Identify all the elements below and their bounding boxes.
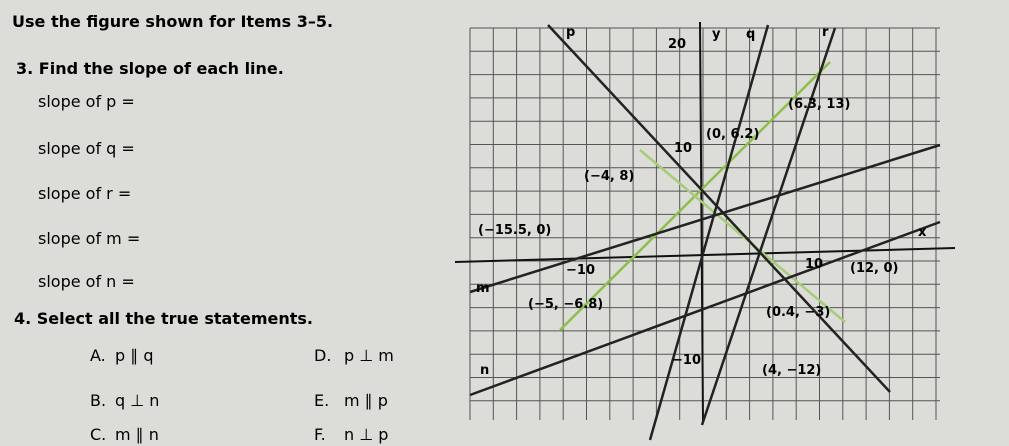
slope-row: slope of p = <box>38 92 135 111</box>
option-text[interactable]: m ∥ p <box>344 391 388 410</box>
option-text[interactable]: q ⊥ n <box>115 391 159 410</box>
point-label: (6.3, 13) <box>788 97 850 112</box>
point-label: (12, 0) <box>850 261 898 276</box>
title: Use the figure shown for Items 3–5. <box>12 12 333 31</box>
line-p <box>547 24 891 393</box>
slope-row: slope of m = <box>38 229 140 248</box>
axis-label: 20 <box>668 37 686 52</box>
axis-label: −10 <box>672 353 701 368</box>
slope-row: slope of n = <box>38 272 135 291</box>
option-text[interactable]: p ∥ q <box>115 346 153 365</box>
option-letter: F. <box>314 425 326 444</box>
point-label: (−4, 8) <box>584 169 634 184</box>
line-label: q <box>746 27 755 42</box>
option-text[interactable]: n ⊥ p <box>344 425 388 444</box>
line-q <box>648 24 770 441</box>
axis-name: x <box>918 225 927 240</box>
option-letter: E. <box>314 391 329 410</box>
option-text[interactable]: m ∥ n <box>115 425 159 444</box>
line-m <box>469 143 941 294</box>
lines <box>469 24 941 441</box>
item3-prompt: 3. Find the slope of each line. <box>16 59 284 78</box>
item4-prompt: 4. Select all the true statements. <box>14 309 313 328</box>
option-letter: C. <box>90 425 106 444</box>
point-label: (−15.5, 0) <box>478 223 551 238</box>
line-label: m <box>476 281 490 296</box>
option-text[interactable]: p ⊥ m <box>344 346 394 365</box>
point-label: (0.4, −3) <box>766 305 830 320</box>
point-label: (0, 6.2) <box>706 127 759 142</box>
line-label: r <box>822 25 829 40</box>
axis-label: −10 <box>566 263 595 278</box>
option-letter: B. <box>90 391 106 410</box>
line-label: p <box>566 25 575 40</box>
axes <box>454 21 956 423</box>
slope-row: slope of q = <box>38 139 135 158</box>
line-label: n <box>480 363 489 378</box>
grid <box>469 27 940 420</box>
point-label: (4, −12) <box>762 363 821 378</box>
green-line <box>639 149 846 323</box>
axis-name: y <box>712 27 721 42</box>
axis-label: 10 <box>674 141 692 156</box>
axis-label: 10 <box>805 257 823 272</box>
slope-row: slope of r = <box>38 184 131 203</box>
option-letter: A. <box>90 346 106 365</box>
line-n <box>469 220 941 397</box>
y-axis <box>699 21 704 423</box>
x-axis <box>454 247 956 263</box>
option-letter: D. <box>314 346 331 365</box>
point-label: (−5, −6.8) <box>528 297 603 312</box>
line-r <box>700 27 837 426</box>
